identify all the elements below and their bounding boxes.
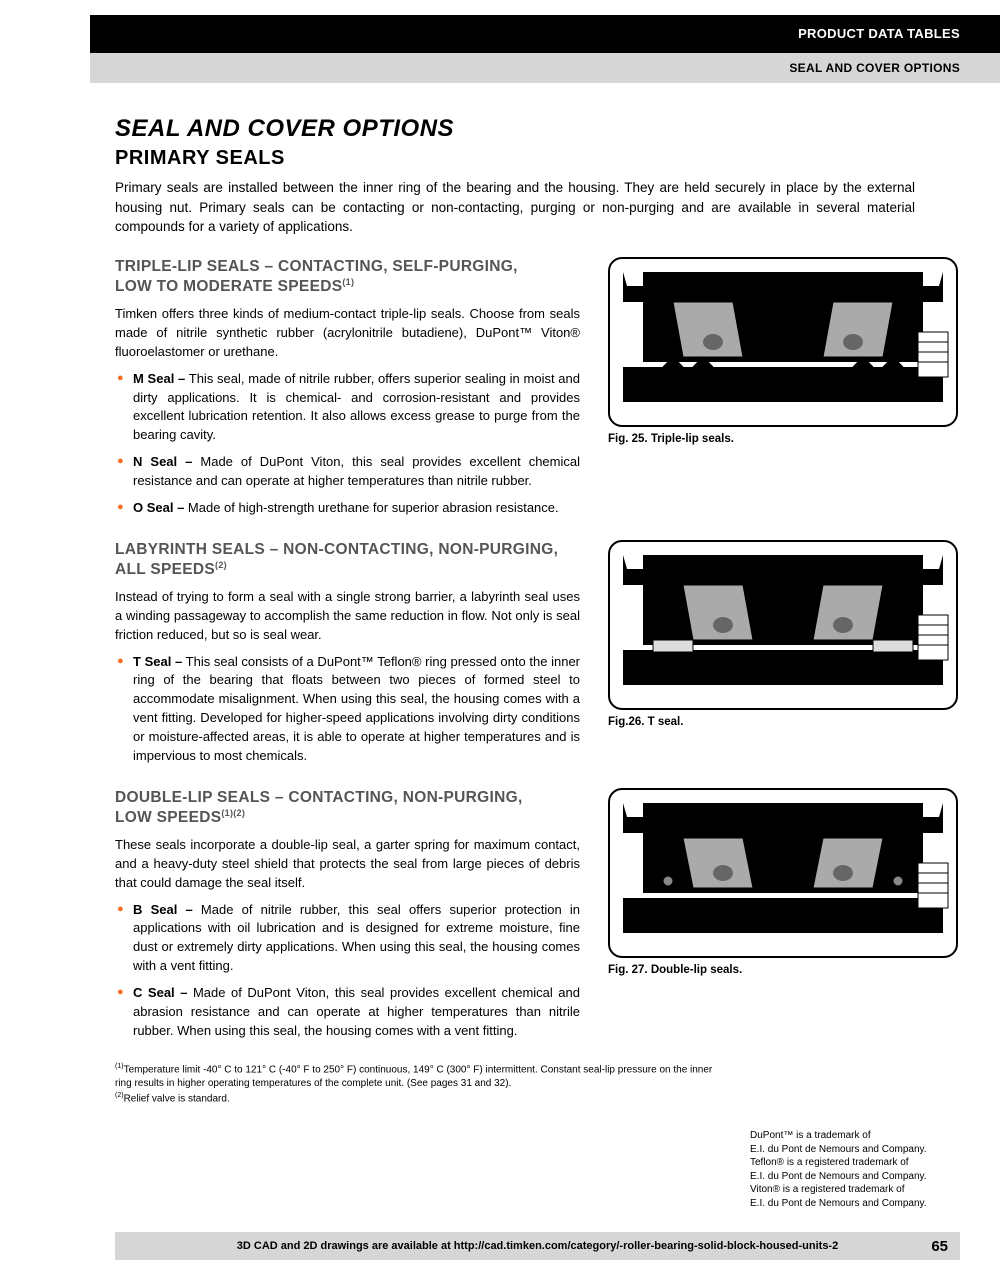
figure-caption: Fig. 25. Triple-lip seals. bbox=[608, 433, 958, 445]
section-heading: DOUBLE-LIP SEALS – CONTACTING, NON-PURGI… bbox=[115, 788, 580, 828]
figure-caption: Fig.26. T seal. bbox=[608, 716, 958, 728]
header-black-bar: PRODUCT DATA TABLES bbox=[90, 15, 1000, 53]
section-heading: TRIPLE-LIP SEALS – CONTACTING, SELF-PURG… bbox=[115, 257, 580, 297]
header-gray-bar: SEAL AND COVER OPTIONS bbox=[90, 53, 1000, 83]
section-body: These seals incorporate a double-lip sea… bbox=[115, 836, 580, 893]
footer-bar: 3D CAD and 2D drawings are available at … bbox=[115, 1232, 960, 1260]
list-item: C Seal – Made of DuPont Viton, this seal… bbox=[115, 984, 580, 1041]
bullet-list: M Seal – This seal, made of nitrile rubb… bbox=[115, 370, 580, 518]
intro-paragraph: Primary seals are installed between the … bbox=[115, 178, 915, 237]
footer-text: 3D CAD and 2D drawings are available at … bbox=[237, 1240, 838, 1252]
figure-triple-lip bbox=[608, 257, 958, 427]
page-content: SEAL AND COVER OPTIONS PRIMARY SEALS Pri… bbox=[115, 115, 960, 1106]
section-heading: LABYRINTH SEALS – NON-CONTACTING, NON-PU… bbox=[115, 540, 580, 580]
main-title: SEAL AND COVER OPTIONS bbox=[115, 115, 960, 143]
trademark-notice: DuPont™ is a trademark ofE.I. du Pont de… bbox=[750, 1129, 960, 1210]
section-triple-lip: TRIPLE-LIP SEALS – CONTACTING, SELF-PURG… bbox=[115, 257, 960, 526]
figure-caption: Fig. 27. Double-lip seals. bbox=[608, 964, 958, 976]
footnotes: (1)Temperature limit -40° C to 121° C (-… bbox=[115, 1062, 715, 1105]
section-labyrinth: LABYRINTH SEALS – NON-CONTACTING, NON-PU… bbox=[115, 540, 960, 774]
section-body: Timken offers three kinds of medium-cont… bbox=[115, 305, 580, 362]
list-item: O Seal – Made of high-strength urethane … bbox=[115, 499, 580, 518]
page-number: 65 bbox=[931, 1238, 948, 1255]
list-item: T Seal – This seal consists of a DuPont™… bbox=[115, 653, 580, 766]
list-item: B Seal – Made of nitrile rubber, this se… bbox=[115, 901, 580, 976]
figure-t-seal bbox=[608, 540, 958, 710]
figure-double-lip bbox=[608, 788, 958, 958]
bullet-list: B Seal – Made of nitrile rubber, this se… bbox=[115, 901, 580, 1041]
section-double-lip: DOUBLE-LIP SEALS – CONTACTING, NON-PURGI… bbox=[115, 788, 960, 1049]
list-item: M Seal – This seal, made of nitrile rubb… bbox=[115, 370, 580, 445]
list-item: N Seal – Made of DuPont Viton, this seal… bbox=[115, 453, 580, 491]
section-body: Instead of trying to form a seal with a … bbox=[115, 588, 580, 645]
bullet-list: T Seal – This seal consists of a DuPont™… bbox=[115, 653, 580, 766]
subtitle: PRIMARY SEALS bbox=[115, 147, 960, 170]
